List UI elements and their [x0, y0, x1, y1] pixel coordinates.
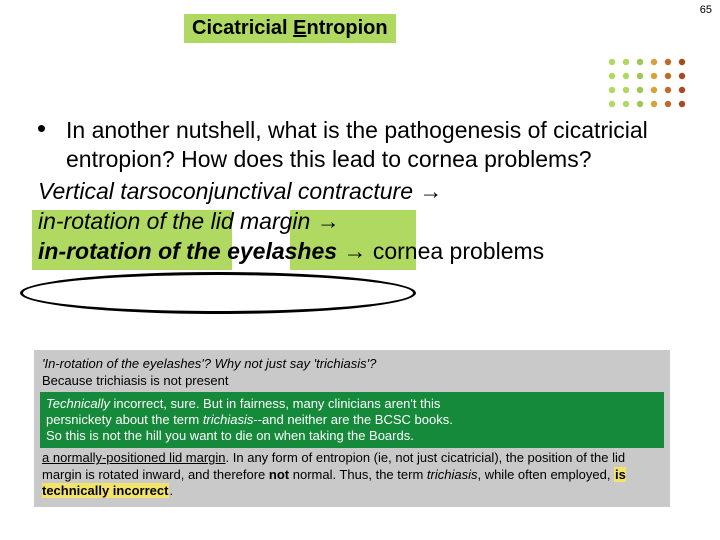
main-content: In another nutshell, what is the pathoge… [38, 116, 690, 267]
title-pre: Cicatricial [192, 17, 293, 39]
note-q1: 'In-rotation of the eyelashes'? Why not … [42, 356, 662, 372]
answer-line-2: in-rotation of the lid margin → [38, 207, 690, 237]
bullet-icon [38, 125, 45, 132]
note-tail: a normally-positioned lid margin. In any… [42, 450, 662, 499]
emphasis-circle [20, 272, 416, 314]
question-text: In another nutshell, what is the pathoge… [66, 116, 690, 175]
answer-line-3: in-rotation of the eyelashes → cornea pr… [38, 237, 690, 267]
decorative-dot-grid [606, 56, 702, 120]
footnote-box: 'In-rotation of the eyelashes'? Why not … [34, 350, 670, 507]
title-post: ntropion [307, 17, 388, 39]
note-overlay: Technically incorrect, sure. But in fair… [40, 392, 664, 449]
slide-title: Cicatricial Entropion [184, 14, 396, 43]
page-number: 65 [700, 4, 712, 16]
note-a1: Because trichiasis is not present [42, 373, 662, 389]
title-under: E [293, 17, 306, 39]
answer-line-1: Vertical tarsoconjunctival contracture → [38, 177, 690, 207]
